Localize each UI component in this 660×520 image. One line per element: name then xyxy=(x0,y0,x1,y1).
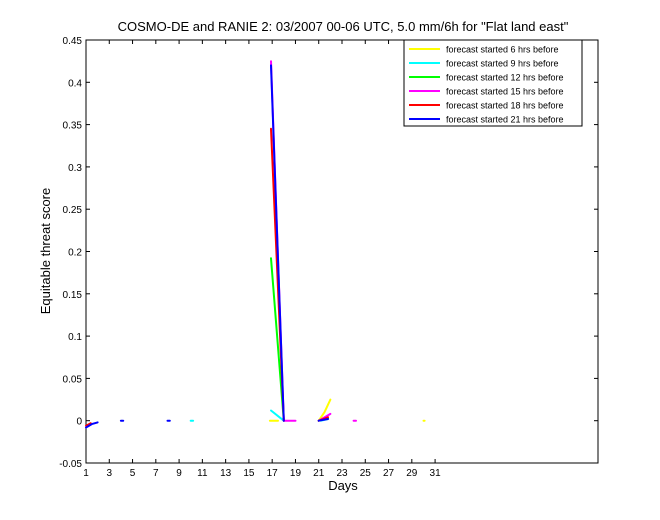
legend: forecast started 6 hrs before forecast st… xyxy=(403,39,583,127)
y-tick-label: 0.4 xyxy=(68,78,82,89)
x-axis: 1 3 5 7 9 11 13 15 17 19 21 23 25 27 29 31 xyxy=(83,40,441,479)
series-layer xyxy=(85,60,426,429)
x-tick-label: 23 xyxy=(336,468,348,479)
x-tick-label: 1 xyxy=(83,468,89,479)
legend-label: forecast started 15 hrs before xyxy=(446,87,564,97)
x-tick-label: 13 xyxy=(220,468,232,479)
y-tick-label: 0.05 xyxy=(63,374,83,385)
x-tick-label: 19 xyxy=(290,468,302,479)
x-tick-label: 21 xyxy=(313,468,325,479)
series-line xyxy=(317,398,332,422)
x-tick-label: 25 xyxy=(360,468,372,479)
legend-label: forecast started 21 hrs before xyxy=(446,115,564,125)
series-1 xyxy=(268,398,426,422)
y-tick-label: 0.45 xyxy=(63,36,83,47)
y-tick-label: 0.35 xyxy=(63,121,83,132)
y-axis-label: Equitable threat score xyxy=(38,188,53,314)
x-tick-label: 5 xyxy=(130,468,136,479)
legend-label: forecast started 18 hrs before xyxy=(446,101,564,111)
legend-label: forecast started 9 hrs before xyxy=(446,59,559,69)
x-tick-label: 17 xyxy=(267,468,279,479)
series-line xyxy=(270,409,285,422)
y-tick-label: 0.1 xyxy=(68,332,82,343)
legend-label: forecast started 12 hrs before xyxy=(446,73,564,83)
x-tick-label: 27 xyxy=(383,468,395,479)
y-tick-label: 0.3 xyxy=(68,163,82,174)
x-tick-label: 3 xyxy=(106,468,112,479)
chart-title: COSMO-DE and RANIE 2: 03/2007 00-06 UTC,… xyxy=(118,19,569,34)
series-line xyxy=(317,418,329,422)
series-line xyxy=(85,421,99,429)
x-tick-label: 29 xyxy=(406,468,418,479)
legend-items: forecast started 6 hrs before forecast st… xyxy=(409,45,564,125)
x-tick-label: 7 xyxy=(153,468,159,479)
x-tick-label: 9 xyxy=(176,468,182,479)
legend-label: forecast started 6 hrs before xyxy=(446,45,559,55)
x-tick-label: 31 xyxy=(430,468,442,479)
y-tick-label: 0.15 xyxy=(63,290,83,301)
series-6 xyxy=(85,64,329,429)
y-tick-label: 0.25 xyxy=(63,205,83,216)
y-tick-label: 0 xyxy=(76,417,82,428)
y-tick-label: 0.2 xyxy=(68,248,82,259)
series-line xyxy=(270,64,285,422)
legend-box xyxy=(403,39,583,127)
y-tick-label: -0.05 xyxy=(59,459,82,470)
series-line xyxy=(85,422,92,427)
x-tick-label: 15 xyxy=(243,468,255,479)
y-axis: -0.05 0 0.05 0.1 0.15 0.2 0.25 0.3 0.35 0.4 0.45 xyxy=(59,36,598,470)
x-tick-label: 11 xyxy=(197,468,208,479)
x-axis-label: Days xyxy=(328,478,358,493)
